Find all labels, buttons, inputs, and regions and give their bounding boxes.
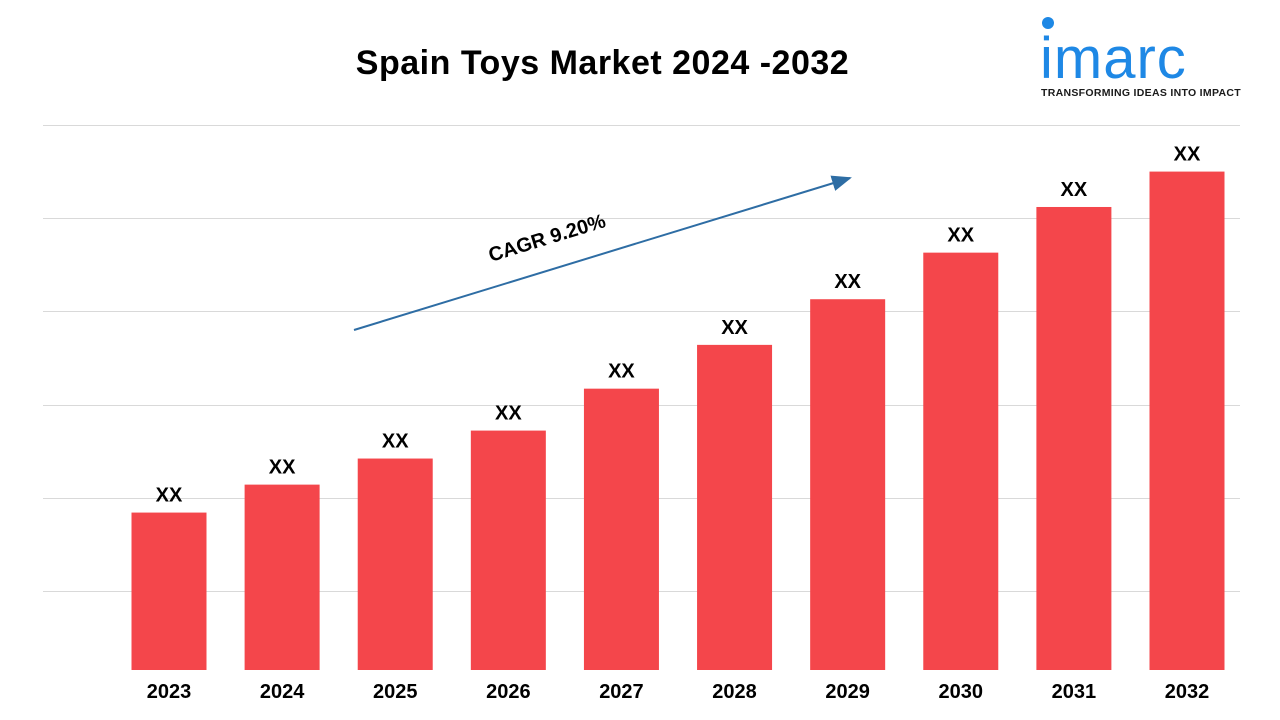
data-label-2026: XX: [495, 403, 522, 425]
data-label-2027: XX: [608, 361, 635, 383]
x-tick-2025: 2025: [373, 681, 418, 703]
bar-2032: [1149, 171, 1225, 671]
data-label-2023: XX: [156, 485, 183, 507]
x-tick-2029: 2029: [825, 681, 870, 703]
cagr-annotation: CAGR 9.20%: [353, 175, 852, 331]
bar-2024: [244, 484, 320, 670]
data-label-2032: XX: [1174, 144, 1201, 166]
bar-2028: [697, 344, 773, 670]
bar-2023: [131, 512, 207, 670]
bar-2031: [1036, 206, 1112, 670]
bars: [131, 171, 1225, 671]
x-tick-2030: 2030: [939, 681, 984, 703]
data-labels: XX XX XX XX XX XX XX XX XX XX: [156, 144, 1201, 507]
x-tick-2031: 2031: [1052, 681, 1097, 703]
cagr-arrow: [353, 175, 852, 331]
logo-dot: [1042, 17, 1054, 29]
imarc-logo: imarc TRANSFORMING IDEAS INTO IMPACT: [1038, 14, 1241, 104]
x-tick-2024: 2024: [260, 681, 305, 703]
x-tick-2026: 2026: [486, 681, 531, 703]
x-tick-labels: 2023 2024 2025 2026 2027 2028 2029 2030 2031 2032: [147, 681, 1210, 703]
bar-2030: [923, 252, 999, 670]
x-tick-2023: 2023: [147, 681, 192, 703]
logo-wordmark: imarc: [1040, 26, 1187, 91]
data-label-2030: XX: [947, 225, 974, 247]
data-label-2024: XX: [269, 457, 296, 479]
bar-2026: [470, 430, 546, 670]
bar-2025: [357, 458, 433, 670]
data-label-2029: XX: [834, 271, 861, 293]
x-tick-2032: 2032: [1165, 681, 1210, 703]
logo-tagline: TRANSFORMING IDEAS INTO IMPACT: [1041, 87, 1241, 99]
x-tick-2028: 2028: [712, 681, 757, 703]
chart-title: Spain Toys Market 2024 -2032: [355, 44, 850, 82]
data-label-2028: XX: [721, 317, 748, 339]
bar-2027: [583, 388, 659, 670]
bar-2029: [810, 299, 886, 670]
data-label-2031: XX: [1061, 179, 1088, 201]
data-label-2025: XX: [382, 431, 409, 453]
x-tick-2027: 2027: [599, 681, 644, 703]
